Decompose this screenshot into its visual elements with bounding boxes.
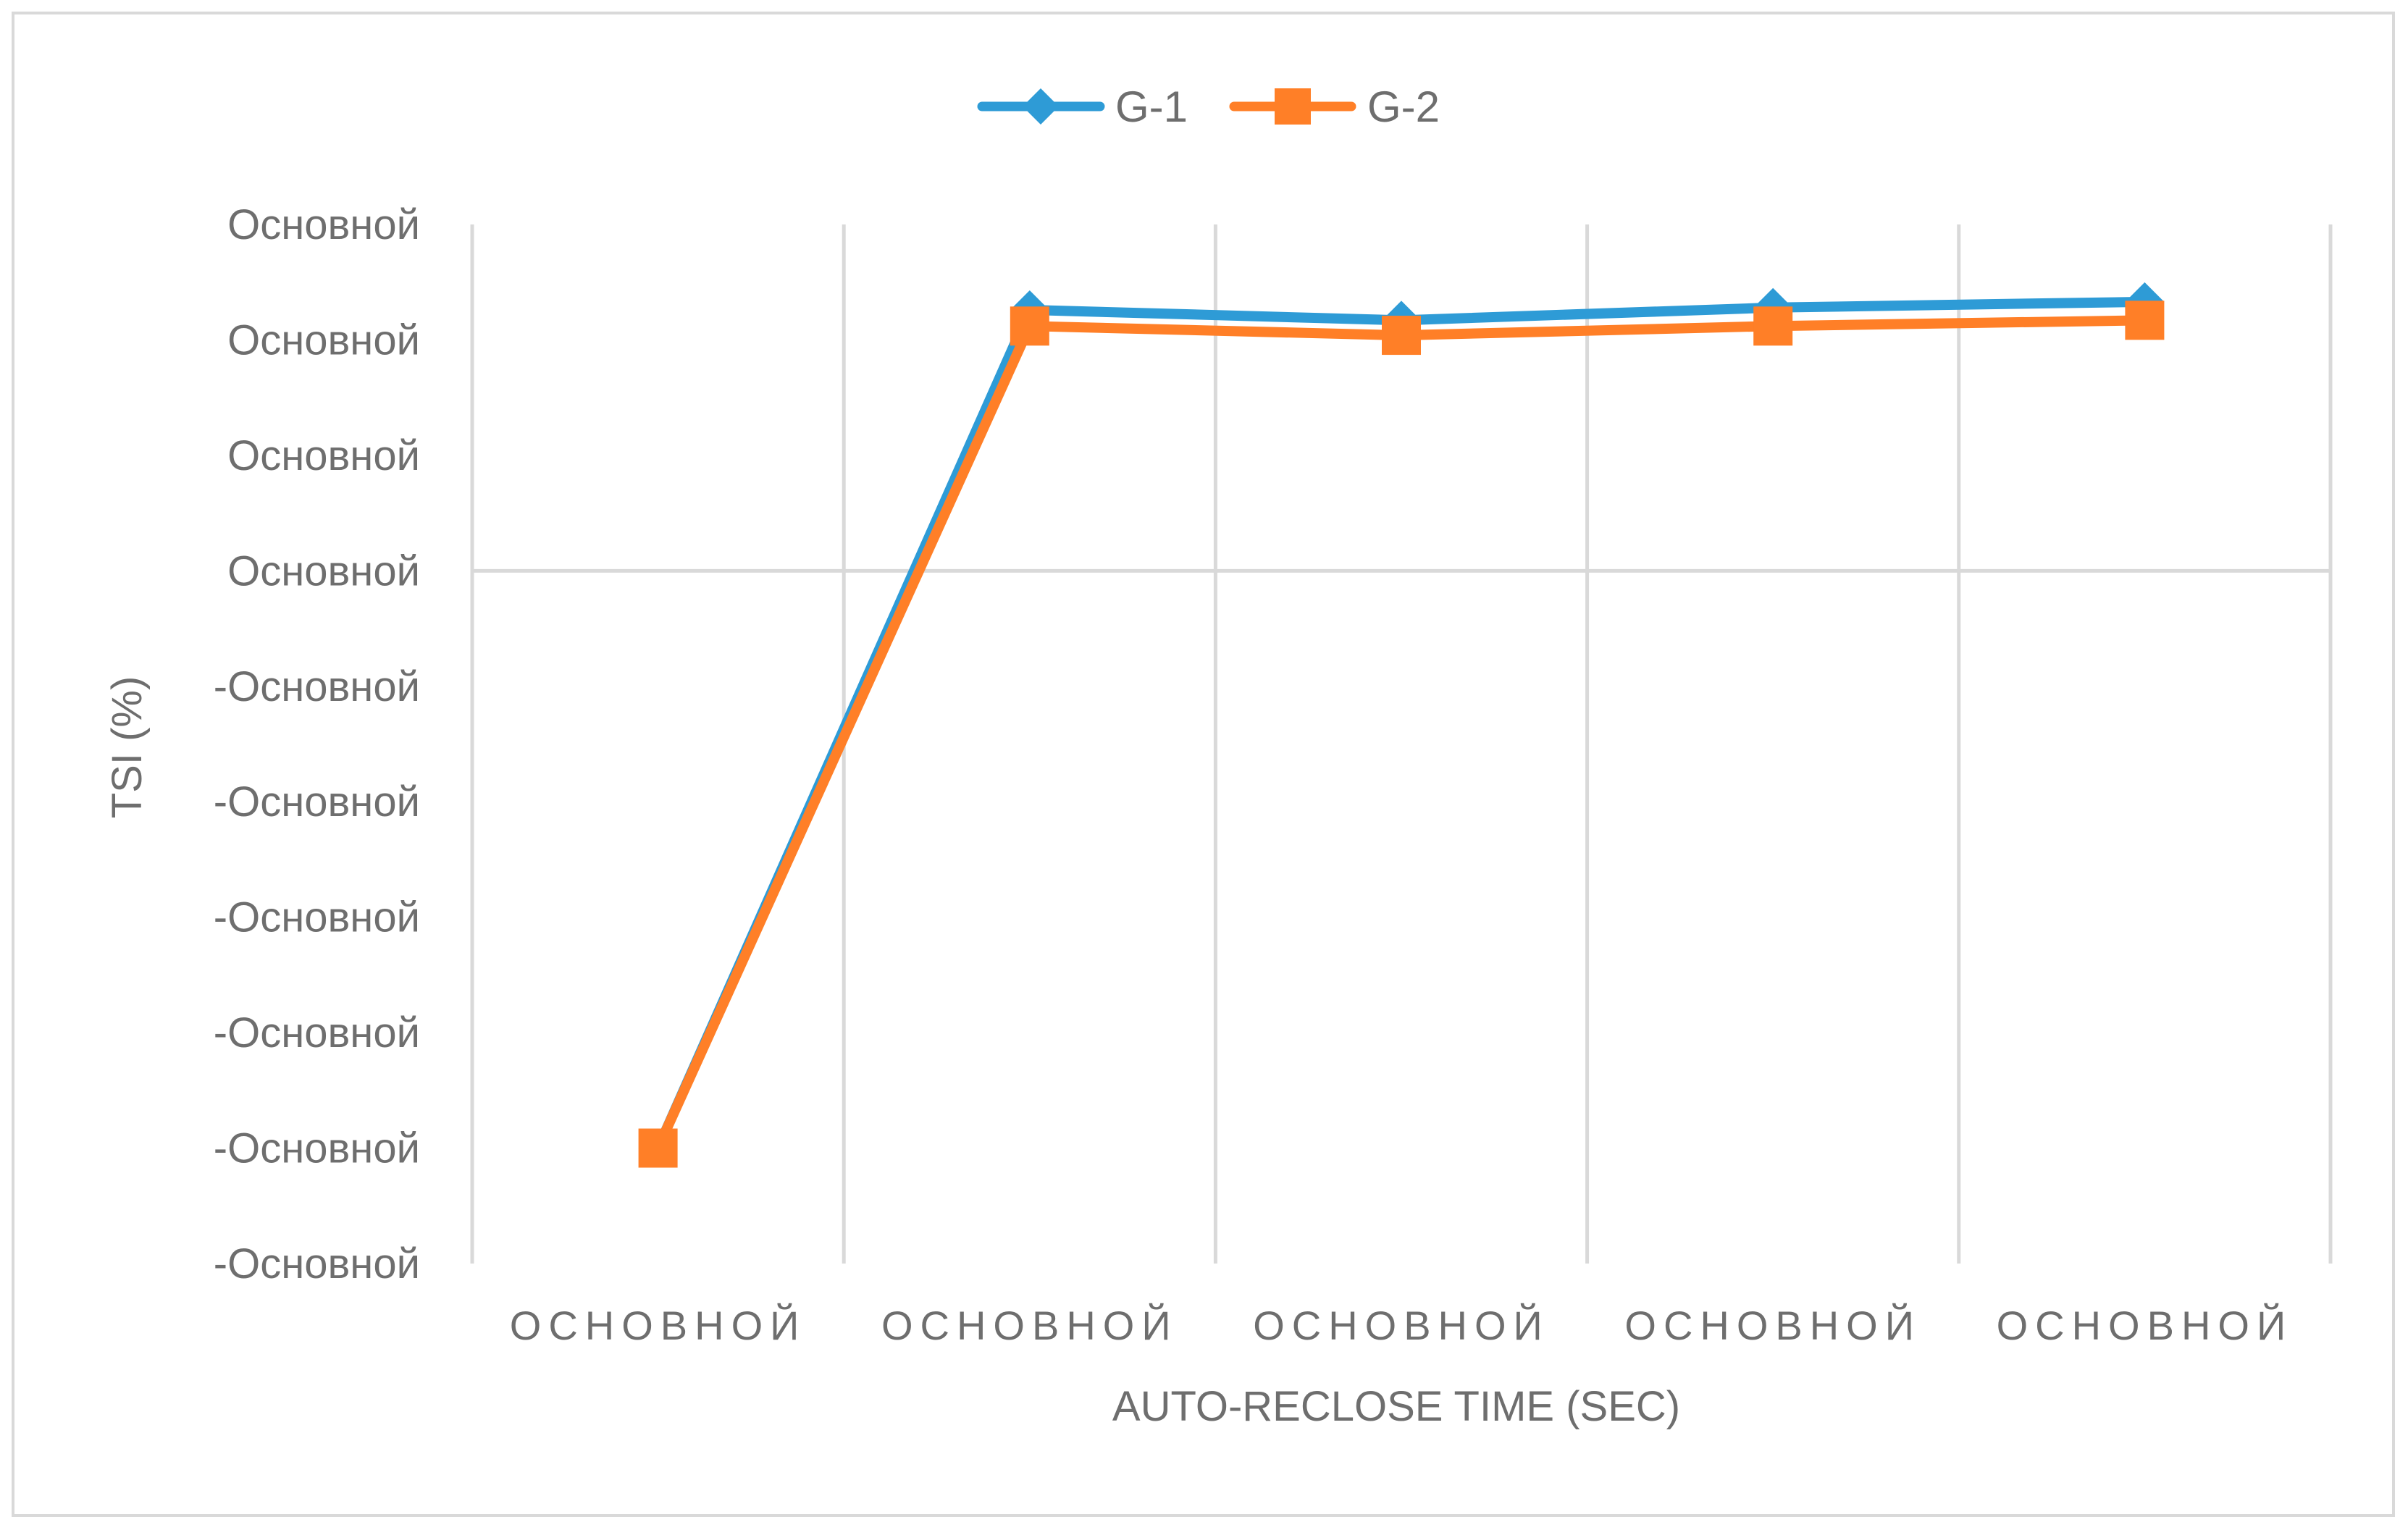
y-tick-label: -Основной (214, 1240, 420, 1287)
y-tick-label: Основной (227, 547, 420, 594)
chart-border (12, 12, 2395, 1517)
data-point (2125, 300, 2165, 340)
y-tick-label: -Основной (214, 778, 420, 825)
x-tick-label: ОСНОВНОЙ (1253, 1303, 1550, 1348)
x-tick-label: ОСНОВНОЙ (1997, 1303, 2294, 1348)
y-tick-label: Основной (227, 432, 420, 479)
legend: G-1 G-2 (977, 83, 1440, 131)
data-point (638, 1128, 678, 1168)
x-tick-label: ОСНОВНОЙ (1624, 1303, 1921, 1348)
legend-item-g2: G-2 (1229, 83, 1440, 131)
x-axis-title: AUTO-RECLOSE TIME (SEC) (1112, 1383, 1680, 1430)
y-axis-ticks: Основной Основной Основной Основной -Осн… (214, 201, 420, 1287)
x-tick-label: ОСНОВНОЙ (510, 1303, 807, 1348)
legend-label: G-2 (1367, 83, 1440, 131)
x-axis-ticks: ОСНОВНОЙ ОСНОВНОЙ ОСНОВНОЙ ОСНОВНОЙ ОСНО… (510, 1303, 2294, 1348)
data-point (1010, 306, 1049, 346)
data-point (1382, 316, 1421, 356)
y-tick-label: -Основной (214, 894, 420, 941)
diamond-marker-icon (1023, 88, 1059, 125)
y-tick-label: Основной (227, 316, 420, 363)
legend-item-g1: G-1 (977, 83, 1188, 131)
series-g-2 (638, 300, 2165, 1168)
x-tick-label: ОСНОВНОЙ (881, 1303, 1178, 1348)
y-tick-label: -Основной (214, 663, 420, 710)
series-layer (638, 282, 2165, 1168)
y-tick-label: -Основной (214, 1009, 420, 1056)
legend-label: G-1 (1115, 83, 1188, 131)
y-tick-label: -Основной (214, 1125, 420, 1172)
data-point (1753, 306, 1793, 346)
gridlines (470, 224, 2333, 1264)
y-axis-title: TSI (%) (104, 676, 151, 819)
y-tick-label: Основной (227, 201, 420, 248)
square-marker-icon (1275, 88, 1311, 125)
